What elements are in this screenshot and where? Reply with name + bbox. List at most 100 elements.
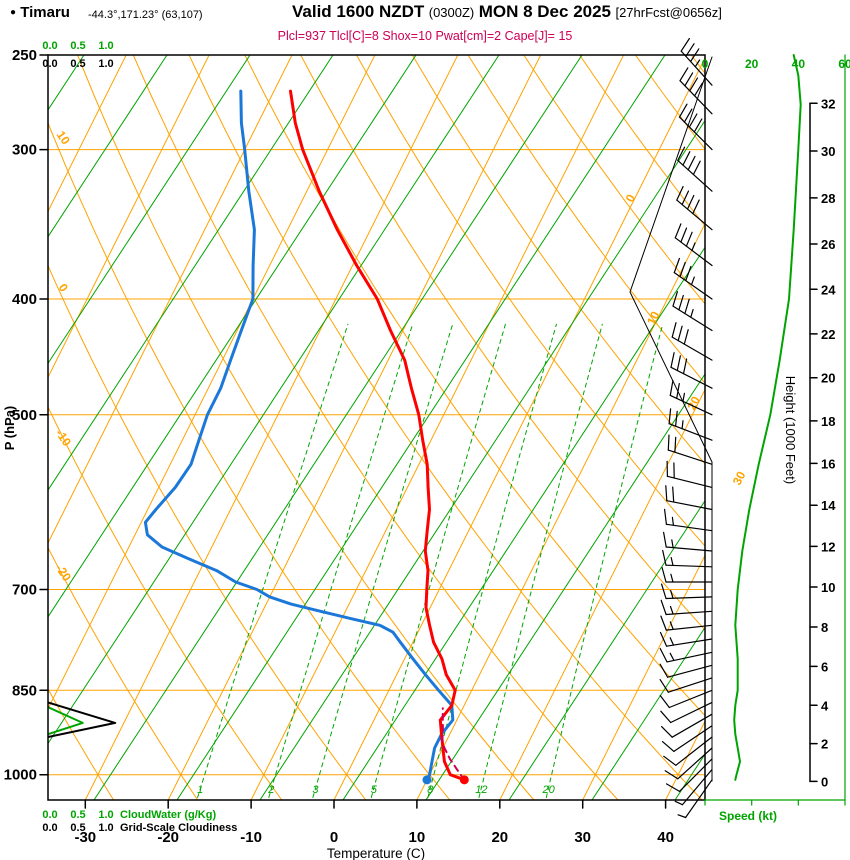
svg-text:250: 250	[12, 47, 37, 64]
svg-text:3: 3	[312, 784, 319, 796]
dewpoint-curve	[143, 89, 455, 782]
surface-dewpoint-dot	[422, 775, 432, 785]
svg-text:8: 8	[427, 784, 434, 796]
svg-text:P (hPa): P (hPa)	[2, 406, 17, 451]
svg-text:Height (1000 Feet): Height (1000 Feet)	[783, 376, 798, 484]
plot-grid: 1 2 3 5 8 12 20	[48, 55, 705, 800]
pressure-gridlines	[48, 149, 705, 776]
svg-text:0.0: 0.0	[42, 809, 57, 821]
svg-text:6: 6	[821, 659, 828, 674]
svg-text:14: 14	[821, 498, 836, 513]
svg-text:0.0: 0.0	[42, 822, 57, 834]
svg-text:0: 0	[821, 774, 828, 789]
cloud-profiles	[48, 701, 117, 738]
svg-text:20: 20	[821, 371, 835, 386]
svg-text:28: 28	[821, 191, 835, 206]
valid-prefix: Valid 1600 NZDT	[292, 2, 425, 21]
svg-text:500: 500	[12, 407, 37, 424]
dry-adiabat-lines	[48, 55, 705, 800]
svg-text:-20: -20	[157, 829, 179, 846]
svg-text:18: 18	[821, 414, 835, 429]
svg-text:10: 10	[409, 829, 426, 846]
svg-text:12: 12	[821, 539, 835, 554]
station-coords: -44.3°,171.23° (63,107)	[88, 9, 203, 21]
svg-text:20: 20	[491, 829, 508, 846]
svg-text:40: 40	[657, 829, 674, 846]
svg-text:2: 2	[821, 737, 828, 752]
svg-text:4: 4	[821, 698, 829, 713]
svg-text:1.0: 1.0	[98, 809, 113, 821]
svg-text:0.5: 0.5	[70, 40, 85, 52]
svg-text:300: 300	[12, 142, 37, 159]
svg-text:400: 400	[12, 291, 37, 308]
svg-text:60: 60	[838, 57, 850, 71]
svg-text:10: 10	[644, 309, 663, 328]
speed-legend: Speed (kt)	[719, 809, 777, 823]
svg-text:0.5: 0.5	[70, 822, 85, 834]
svg-text:30: 30	[821, 144, 835, 159]
svg-text:1000: 1000	[4, 767, 37, 784]
cloudwater-profile	[48, 706, 84, 736]
forecast-tag: [27hrFcst@0656z]	[615, 5, 722, 20]
svg-text:700: 700	[12, 582, 37, 599]
valid-date: MON 8 Dec 2025	[478, 2, 612, 21]
speed-curve	[733, 54, 802, 781]
svg-text:8: 8	[821, 620, 828, 635]
svg-text:0.5: 0.5	[70, 58, 85, 70]
svg-text:20: 20	[745, 57, 759, 71]
svg-text:16: 16	[821, 456, 835, 471]
cloudiness-legend: Grid-Scale Cloudiness	[120, 822, 237, 834]
svg-text:0.0: 0.0	[42, 58, 57, 70]
svg-text:20: 20	[542, 784, 556, 796]
svg-text:0: 0	[330, 829, 338, 846]
temperature-curve	[289, 89, 466, 782]
temperature-axis: -30 -20 -10 0 10 20 30 40 Temperature (C)	[74, 799, 674, 860]
svg-text:-30: -30	[74, 829, 96, 846]
svg-text:10: 10	[821, 580, 835, 595]
svg-text:850: 850	[12, 682, 37, 699]
svg-text:1.0: 1.0	[98, 58, 113, 70]
valid-time: Valid 1600 NZDT (0300Z) MON 8 Dec 2025 […	[292, 2, 722, 22]
surface-temperature-dot	[459, 775, 469, 785]
svg-text:26: 26	[821, 237, 835, 252]
svg-text:Temperature (C): Temperature (C)	[327, 846, 425, 860]
svg-text:-20: -20	[53, 562, 75, 585]
svg-text:1.0: 1.0	[98, 40, 113, 52]
svg-text:0: 0	[702, 57, 709, 71]
station-title: ● Timaru	[10, 4, 70, 21]
pressure-axis: 250 300 400 500 700 850 1000 P (hPa)	[2, 47, 49, 784]
svg-text:2: 2	[267, 784, 274, 796]
isotherm-lines	[48, 55, 705, 800]
svg-text:30: 30	[730, 469, 749, 488]
bullet-icon: ●	[10, 7, 17, 18]
parcel-path	[441, 707, 466, 781]
sounding-parameters: Plcl=937 Tlcl[C]=8 Shox=10 Pwat[cm]=2 Ca…	[277, 29, 573, 43]
cloud-scales: 0.00.00.00.00.50.50.50.51.01.01.01.0Clou…	[42, 40, 237, 834]
svg-text:24: 24	[821, 282, 836, 297]
plot-border	[47, 54, 706, 801]
valid-utc: (0300Z)	[428, 5, 475, 20]
wind-direction-line	[629, 56, 713, 782]
cloudiness-profile	[48, 701, 117, 738]
svg-text:12: 12	[475, 784, 487, 796]
svg-text:1.0: 1.0	[98, 822, 113, 834]
svg-text:0.0: 0.0	[42, 40, 57, 52]
svg-text:5: 5	[371, 784, 378, 796]
svg-text:0: 0	[623, 192, 639, 205]
svg-text:0: 0	[56, 281, 71, 295]
svg-text:32: 32	[821, 96, 835, 111]
svg-text:-10: -10	[53, 427, 75, 450]
mixing-ratio-lines: 1 2 3 5 8 12 20	[197, 323, 664, 798]
sounding-curves	[143, 89, 469, 785]
svg-text:-10: -10	[240, 829, 262, 846]
svg-text:30: 30	[574, 829, 591, 846]
cloudwater-legend: CloudWater (g/Kg)	[120, 809, 216, 821]
station-name: Timaru	[20, 4, 70, 21]
moist-adiabat-lines	[48, 55, 705, 800]
svg-text:1: 1	[197, 784, 203, 796]
